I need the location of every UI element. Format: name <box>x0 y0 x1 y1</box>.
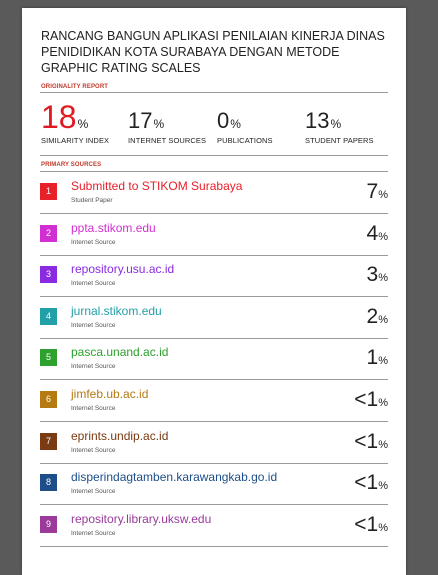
source-rank-badge: 5 <box>40 349 57 367</box>
source-row[interactable]: 7 eprints.undip.ac.id Internet Source <1% <box>40 422 388 464</box>
source-name[interactable]: repository.library.uksw.edu <box>71 511 212 526</box>
source-row[interactable]: 2 ppta.stikom.edu Internet Source 4% <box>40 214 388 256</box>
document-title: RANCANG BANGUN APLIKASI PENILAIAN KINERJ… <box>41 29 385 75</box>
internet-sources-value: 17 <box>128 108 153 133</box>
source-rank-badge: 3 <box>40 266 57 284</box>
source-row[interactable]: 9 repository.library.uksw.edu Internet Sou… <box>40 505 388 547</box>
source-row[interactable]: 6 jimfeb.ub.ac.id Internet Source <1% <box>40 380 388 422</box>
source-percentage: <1% <box>354 471 388 495</box>
source-rank-badge: 4 <box>40 307 57 325</box>
similarity-index-value: 18 <box>41 99 77 135</box>
source-rank-badge: 9 <box>40 515 57 533</box>
source-percentage-value: 1 <box>366 346 379 370</box>
source-type: Internet Source <box>71 446 116 454</box>
source-name[interactable]: disperindagtamben.karawangkab.go.id <box>71 470 278 485</box>
report-page: RANCANG BANGUN APLIKASI PENILAIAN KINERJ… <box>22 8 406 575</box>
source-percentage: 7% <box>367 180 388 204</box>
source-percentage-value: 7 <box>366 180 379 203</box>
source-percentage: 1% <box>367 346 388 370</box>
source-name[interactable]: pasca.unand.ac.id <box>71 345 169 360</box>
source-percentage: <1% <box>354 513 388 537</box>
percent-sign: % <box>330 117 342 131</box>
percent-sign: % <box>378 480 388 493</box>
percent-sign: % <box>378 313 388 326</box>
percent-sign: % <box>230 117 241 131</box>
source-rank-badge: 1 <box>40 183 57 200</box>
source-type: Internet Source <box>71 529 116 537</box>
originality-report-label: ORIGINALITY REPORT <box>41 84 109 90</box>
internet-sources-label: INTERNET SOURCES <box>128 136 207 145</box>
source-percentage-value: 2 <box>366 304 379 328</box>
source-percentage-value: 4 <box>366 221 379 245</box>
source-row[interactable]: 1 Submitted to STIKOM Surabaya Student Pap… <box>40 172 388 214</box>
percent-sign: % <box>378 521 388 534</box>
source-rank-badge: 6 <box>40 391 57 408</box>
source-percentage-value: 3 <box>366 263 379 287</box>
source-row[interactable]: 8 disperindagtamben.karawangkab.go.id Inte… <box>40 463 388 506</box>
source-type: Internet Source <box>71 280 116 288</box>
source-type: Internet Source <box>71 405 116 412</box>
source-name[interactable]: ppta.stikom.edu <box>71 220 156 235</box>
source-type: Internet Source <box>71 363 116 371</box>
source-percentage: <1% <box>354 430 388 454</box>
source-row[interactable]: 4 jurnal.stikom.edu Internet Source 2% <box>40 297 388 339</box>
source-percentage: <1% <box>354 388 388 412</box>
source-percentage: 2% <box>367 305 388 329</box>
source-type: Student Paper <box>71 197 113 204</box>
divider <box>40 155 388 156</box>
percent-sign: % <box>378 355 388 368</box>
percent-sign: % <box>77 117 89 131</box>
source-name[interactable]: eprints.undip.ac.id <box>71 428 169 443</box>
similarity-index-stat: 18% SIMILARITY INDEX <box>41 99 109 145</box>
internet-sources-stat: 17% INTERNET SOURCES <box>128 108 206 145</box>
student-papers-value: 13 <box>305 108 330 133</box>
source-rank-badge: 8 <box>40 474 57 492</box>
percent-sign: % <box>153 117 165 131</box>
source-type: Internet Source <box>71 321 116 329</box>
similarity-index-label: SIMILARITY INDEX <box>41 136 110 145</box>
source-percentage: 4% <box>367 222 388 246</box>
source-rank-badge: 2 <box>40 224 57 242</box>
primary-sources-label: PRIMARY SOURCES <box>41 162 102 168</box>
percent-sign: % <box>378 272 388 285</box>
publications-value: 0 <box>217 108 230 133</box>
source-type: Internet Source <box>71 238 116 246</box>
percent-sign: % <box>378 438 388 451</box>
source-name[interactable]: jurnal.stikom.edu <box>71 303 162 318</box>
source-row[interactable]: 3 repository.usu.ac.id Internet Source 3% <box>40 255 388 298</box>
publications-label: PUBLICATIONS <box>217 136 273 145</box>
percent-sign: % <box>378 189 388 201</box>
source-row[interactable]: 5 pasca.unand.ac.id Internet Source 1% <box>40 338 388 381</box>
publications-stat: 0% PUBLICATIONS <box>217 108 273 145</box>
source-type: Internet Source <box>71 488 116 496</box>
percent-sign: % <box>378 230 388 243</box>
source-percentage: 3% <box>367 263 388 287</box>
divider <box>40 92 388 93</box>
source-percentage-value: <1 <box>354 429 379 453</box>
source-percentage-value: <1 <box>354 471 379 495</box>
source-percentage-value: <1 <box>354 512 379 536</box>
student-papers-stat: 13% STUDENT PAPERS <box>305 108 374 145</box>
source-name[interactable]: jimfeb.ub.ac.id <box>71 387 149 401</box>
source-name[interactable]: repository.usu.ac.id <box>71 262 175 277</box>
percent-sign: % <box>378 397 388 409</box>
student-papers-label: STUDENT PAPERS <box>305 136 374 145</box>
source-rank-badge: 7 <box>40 432 57 450</box>
divider <box>40 171 388 172</box>
source-percentage-value: <1 <box>354 388 379 411</box>
source-name[interactable]: Submitted to STIKOM Surabaya <box>71 179 243 193</box>
